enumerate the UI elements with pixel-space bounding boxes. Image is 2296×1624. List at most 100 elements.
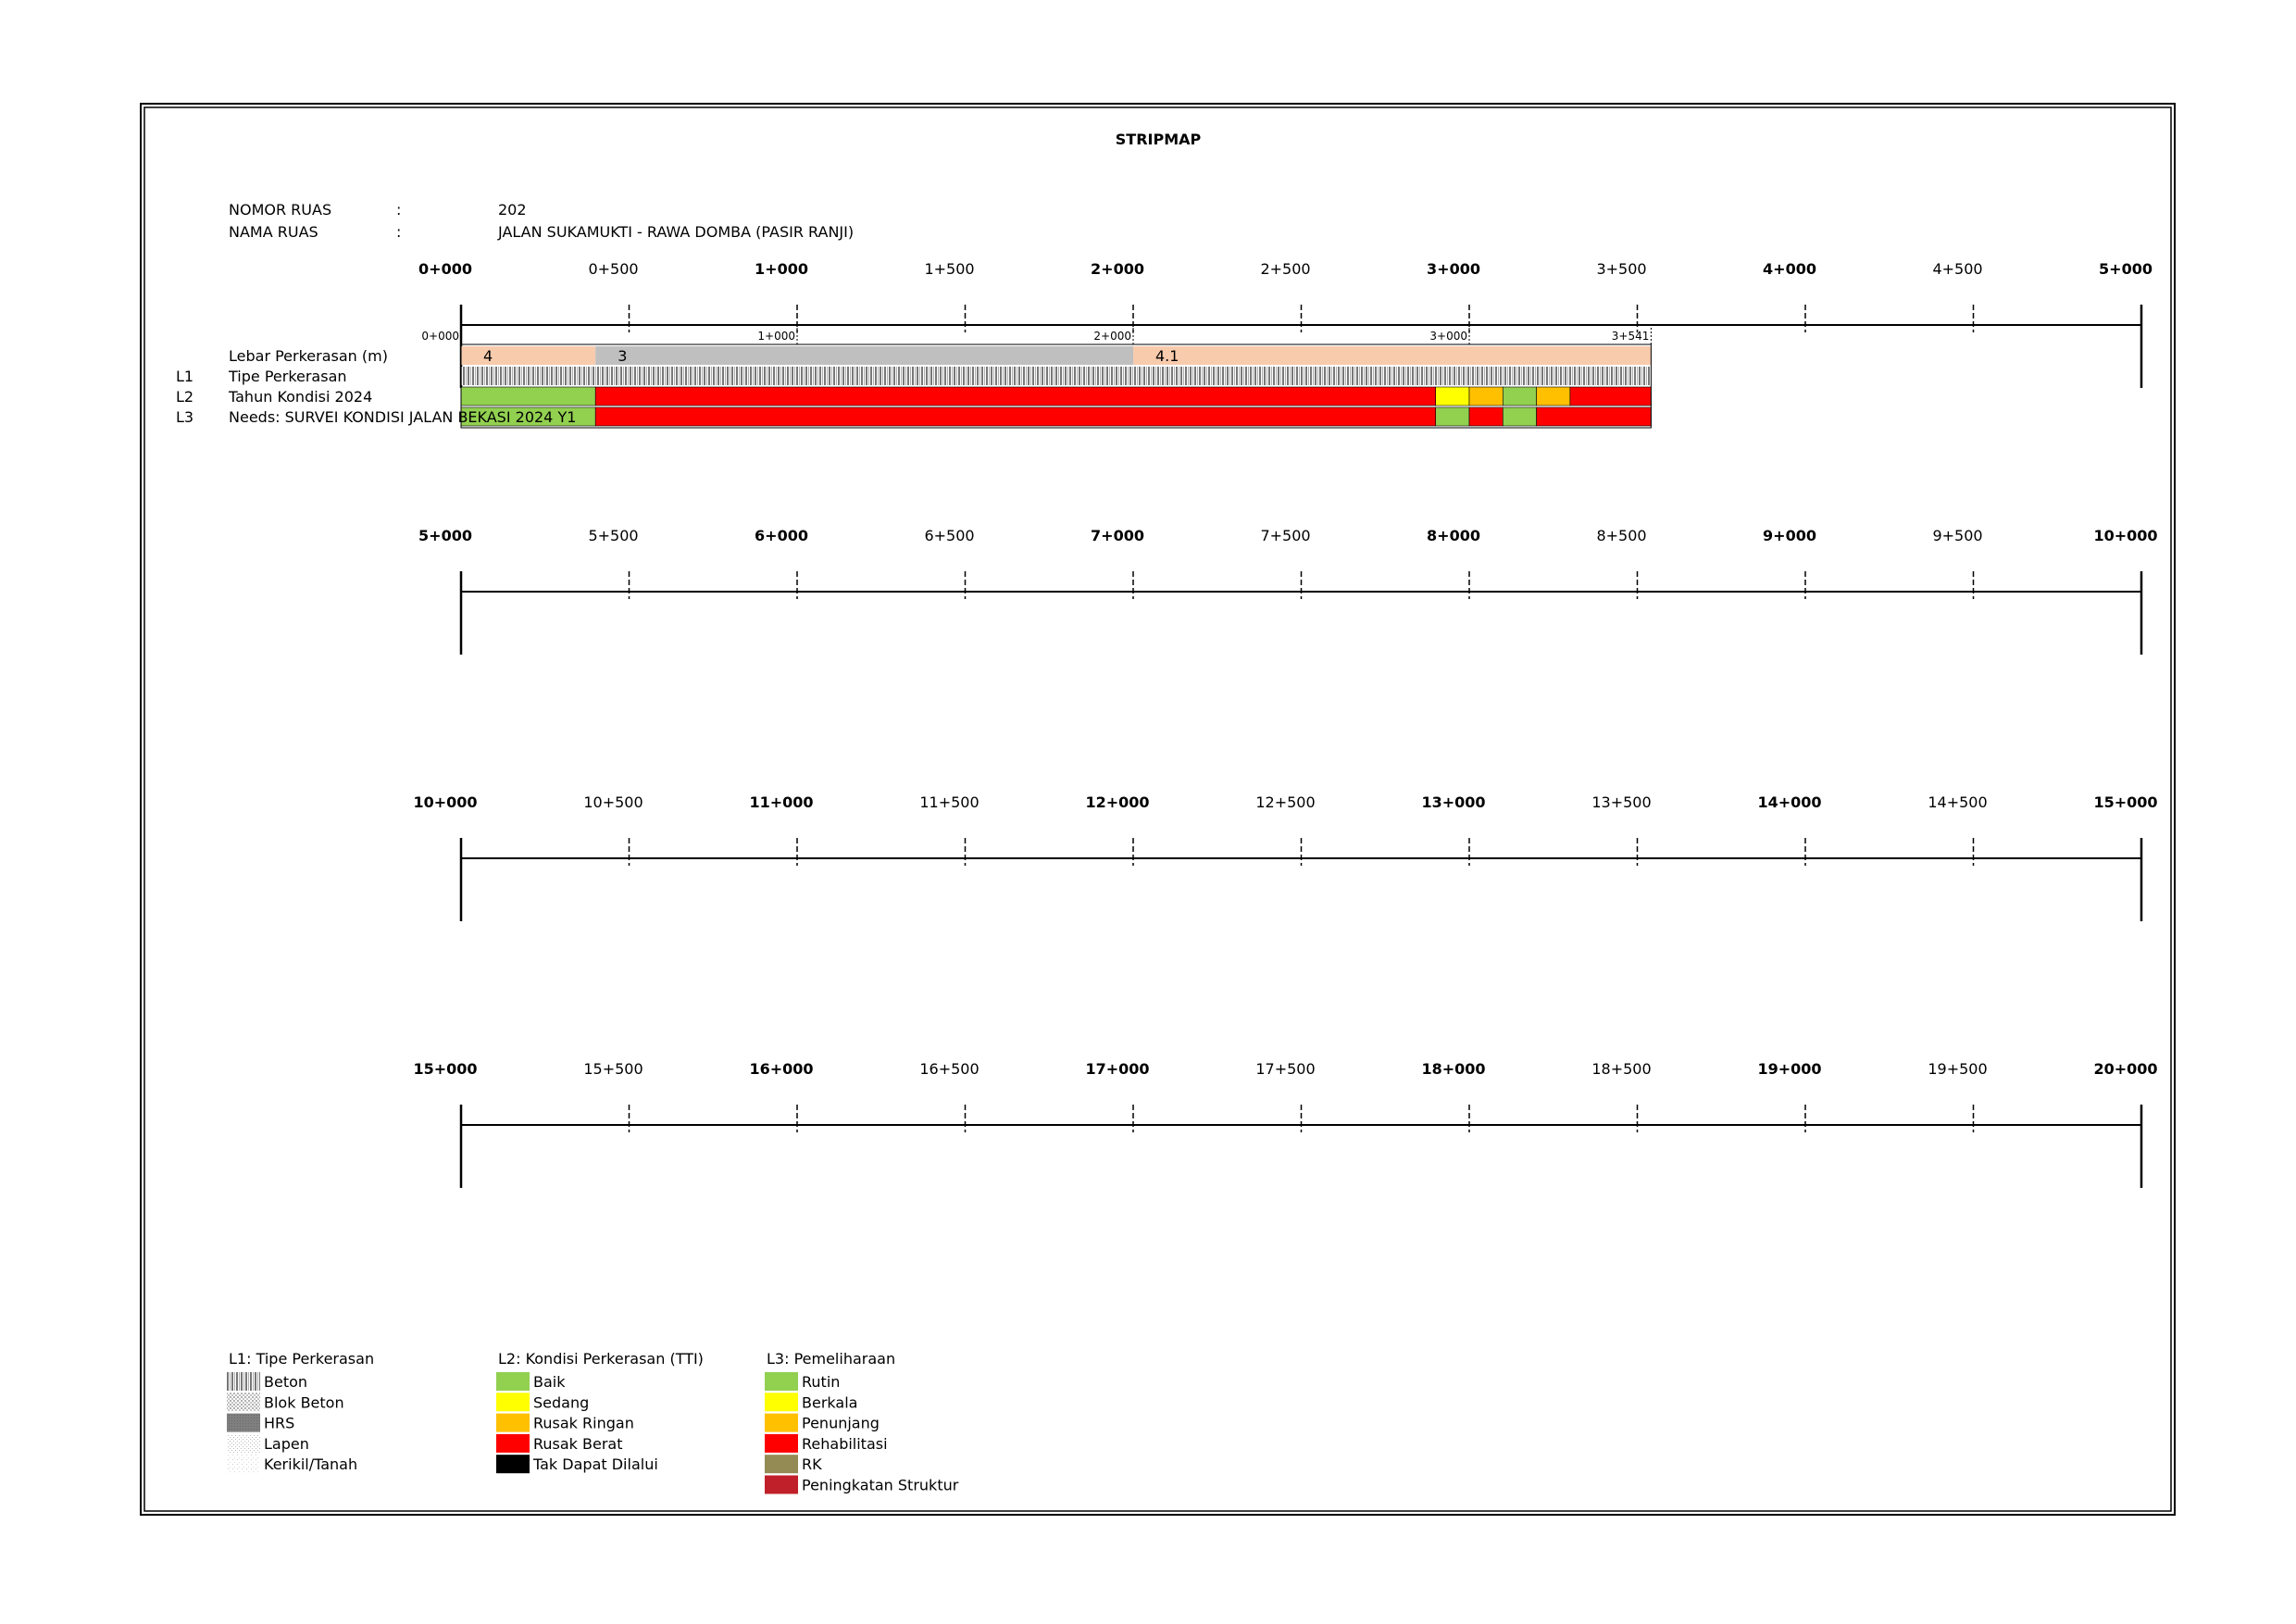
legend-item-label: Blok Beton	[264, 1393, 344, 1411]
km-axis-rows: 0+000 0+500 1+000 1+500 2+000 2+500 3+000 3+500…	[413, 260, 2158, 1188]
page-title: STRIPMAP	[1116, 131, 1202, 148]
legend-swatch	[227, 1372, 260, 1391]
km-label: 11+000	[749, 793, 813, 811]
width-layer-label: Lebar Perkerasan (m)	[229, 347, 388, 365]
small-tick-label: 2+000	[1093, 330, 1131, 343]
km-label: 3+000	[1427, 260, 1480, 278]
km-label: 18+000	[1421, 1060, 1485, 1078]
segment-frame	[460, 344, 1652, 429]
l2-segment	[1536, 386, 1571, 406]
km-label: 5+000	[2099, 260, 2152, 278]
l2-segment	[1503, 386, 1537, 406]
legend-item-label: Sedang	[533, 1393, 589, 1411]
l2-segment	[1435, 386, 1470, 406]
km-label: 11+500	[919, 793, 979, 811]
nama-ruas-sep: :	[396, 223, 401, 241]
legend-item-label: RK	[802, 1455, 822, 1473]
km-label: 5+500	[588, 527, 638, 544]
legend: L1: Tipe Perkerasan L2: Kondisi Perkeras…	[227, 1350, 959, 1494]
km-label: 15+000	[413, 1060, 477, 1078]
legend-item-label: Beton	[264, 1373, 307, 1391]
km-label: 19+000	[1757, 1060, 1821, 1078]
legend-swatch	[227, 1433, 260, 1453]
nomor-ruas-sep: :	[396, 201, 401, 219]
km-label: 12+000	[1085, 793, 1149, 811]
legend-item-label: HRS	[264, 1415, 294, 1432]
l1-segment-beton	[461, 367, 1652, 385]
legend-item-label: Rusak Berat	[533, 1435, 623, 1453]
legend-item-label: Lapen	[264, 1435, 309, 1453]
km-label: 10+000	[2093, 527, 2157, 544]
l2-segment	[1468, 386, 1504, 406]
km-label: 4+000	[1763, 260, 1816, 278]
km-label: 7+000	[1091, 527, 1144, 544]
width-segment	[461, 346, 596, 365]
km-label: 0+000	[418, 260, 472, 278]
km-label: 18+500	[1591, 1060, 1651, 1078]
km-label: 15+500	[583, 1060, 643, 1078]
km-label: 13+000	[1421, 793, 1485, 811]
km-label: 6+500	[924, 527, 974, 544]
km-label: 14+500	[1928, 793, 1987, 811]
width-segment	[595, 346, 1133, 365]
legend-item-label: Penunjang	[802, 1415, 880, 1432]
l3-segment	[594, 406, 1437, 427]
km-label: 4+500	[1932, 260, 1982, 278]
legend-swatch	[765, 1372, 798, 1391]
l2-segment	[1569, 386, 1652, 406]
legend-item-label: Berkala	[802, 1393, 857, 1411]
small-tick-label: 1+000	[757, 330, 795, 343]
km-label: 20+000	[2093, 1060, 2157, 1078]
width-segment-value: 4	[483, 347, 493, 365]
km-label: 9+000	[1763, 527, 1816, 544]
km-label: 2+000	[1091, 260, 1144, 278]
legend-swatch	[765, 1433, 798, 1453]
width-segment-value: 4.1	[1155, 347, 1179, 365]
width-segment	[1133, 346, 1652, 365]
width-segment-value: 3	[618, 347, 627, 365]
km-label: 8+500	[1596, 527, 1646, 544]
l3-segment	[1536, 406, 1652, 427]
legend-swatch	[496, 1393, 530, 1412]
legend-swatch	[765, 1413, 798, 1432]
legend-swatch	[496, 1433, 530, 1453]
km-label: 15+000	[2093, 793, 2157, 811]
l2-segment	[460, 386, 596, 406]
km-label: 5+000	[418, 527, 472, 544]
km-label: 8+000	[1427, 527, 1480, 544]
legend-item-label: Tak Dapat Dilalui	[532, 1455, 658, 1473]
l3-segment	[1468, 406, 1504, 427]
legend-item-label: Rutin	[802, 1373, 840, 1391]
l1-layer-label: Tipe Perkerasan	[228, 368, 347, 385]
km-label: 9+500	[1932, 527, 1982, 544]
small-tick-label: 0+000	[421, 330, 459, 343]
km-label: 16+500	[919, 1060, 979, 1078]
legend-swatch	[227, 1455, 260, 1474]
legend-swatch	[496, 1372, 530, 1391]
legend-l2-title: L2: Kondisi Perkerasan (TTI)	[498, 1350, 704, 1368]
legend-item-label: Rehabilitasi	[802, 1435, 888, 1453]
legend-swatch	[765, 1393, 798, 1412]
legend-swatch	[496, 1413, 530, 1432]
legend-item-label: Kerikil/Tanah	[264, 1455, 357, 1473]
km-label: 14+000	[1757, 793, 1821, 811]
legend-swatch	[496, 1455, 530, 1474]
road-segment-bars: 0+000 1+000 2+000 3+000 3+541 4 3 4.1	[421, 328, 1652, 429]
outer-border	[140, 103, 2176, 1516]
l3-layer-label: Needs: SURVEI KONDISI JALAN BEKASI 2024 …	[229, 408, 576, 426]
l2-layer-label: Tahun Kondisi 2024	[228, 388, 372, 406]
km-label: 1+000	[755, 260, 808, 278]
km-label: 12+500	[1255, 793, 1315, 811]
inner-border	[144, 106, 2172, 1512]
nama-ruas-value: JALAN SUKAMUKTI - RAWA DOMBA (PASIR RANJ…	[497, 223, 854, 241]
km-label: 2+500	[1260, 260, 1310, 278]
legend-swatch	[765, 1475, 798, 1494]
km-label: 7+500	[1260, 527, 1310, 544]
nomor-ruas-value: 202	[498, 201, 527, 219]
nomor-ruas-label: NOMOR RUAS	[229, 201, 331, 219]
km-label: 17+000	[1085, 1060, 1149, 1078]
l2-code: L2	[176, 388, 193, 406]
km-label: 16+000	[749, 1060, 813, 1078]
km-label: 17+500	[1255, 1060, 1315, 1078]
